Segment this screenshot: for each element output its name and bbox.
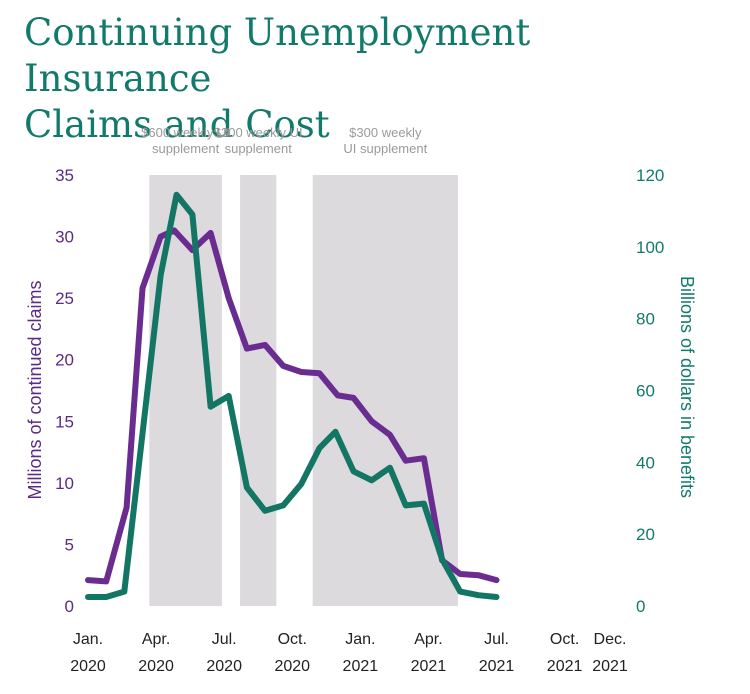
x-tick-label-month: Oct. <box>550 631 579 648</box>
y-tick-label-right: 80 <box>636 310 655 329</box>
x-tick-label-month: Dec. <box>594 631 627 648</box>
supplement-band-label: supplement <box>152 141 220 156</box>
y-tick-label-right: 20 <box>636 525 655 544</box>
supplement-band-label: $300 weekly UI <box>214 125 303 140</box>
x-tick-label-year: 2021 <box>547 658 583 675</box>
x-tick-label-year: 2020 <box>70 658 106 675</box>
y-tick-label-left: 15 <box>55 412 74 431</box>
y-tick-label-right: 120 <box>636 166 664 185</box>
x-tick-label-month: Jan. <box>345 631 375 648</box>
y-tick-label-left: 10 <box>55 474 74 493</box>
y-tick-label-right: 100 <box>636 238 664 257</box>
x-tick-label-month: Jul. <box>484 631 509 648</box>
y-tick-label-left: 25 <box>55 289 74 308</box>
y-axis-right-label: Billions of dollars in benefits <box>677 276 697 498</box>
y-axis-left-label: Millions of continued claims <box>25 280 45 499</box>
x-tick-label-month: Apr. <box>414 631 442 648</box>
x-tick-label-year: 2021 <box>592 658 628 675</box>
x-tick-label-month: Oct. <box>278 631 307 648</box>
x-tick-label-year: 2020 <box>206 658 242 675</box>
x-tick-label-year: 2021 <box>411 658 447 675</box>
y-tick-label-left: 0 <box>65 597 74 616</box>
y-tick-label-left: 20 <box>55 351 74 370</box>
supplement-band-label: supplement <box>225 141 293 156</box>
series-lines <box>85 191 500 600</box>
supplement-band-label: $300 weekly <box>349 125 422 140</box>
y-tick-label-right: 60 <box>636 382 655 401</box>
x-tick-label-year: 2020 <box>274 658 310 675</box>
y-tick-label-right: 40 <box>636 453 655 472</box>
chart-title-line-2: Claims and Cost <box>24 103 330 146</box>
x-tick-label-year: 2021 <box>479 658 515 675</box>
y-axis-left-ticks: 0 5 10 15 20 25 30 35 <box>55 166 74 616</box>
y-tick-label-left: 35 <box>55 166 74 185</box>
chart-title: Continuing Unemployment Insurance Claims… <box>24 10 724 148</box>
x-axis-ticks: Jan. 2020 Apr. 2020 Jul. 2020 Oct. 2020 Jan. 2021… <box>70 631 628 675</box>
x-tick-label-month: Jan. <box>73 631 103 648</box>
supplement-band <box>240 175 277 606</box>
x-tick-label-month: Jul. <box>212 631 237 648</box>
chart-title-line-1: Continuing Unemployment Insurance <box>24 11 531 100</box>
y-tick-label-left: 30 <box>55 228 74 247</box>
x-tick-label-month: Apr. <box>142 631 170 648</box>
supplement-band-label: UI supplement <box>343 141 427 156</box>
benefits-cost-line <box>85 191 500 600</box>
y-tick-label-left: 5 <box>65 535 74 554</box>
x-tick-label-year: 2020 <box>138 658 174 675</box>
y-axis-right-ticks: 0 20 40 60 80 100 120 <box>636 166 664 616</box>
x-tick-label-year: 2021 <box>343 658 379 675</box>
supplement-band-label: $600 weekly UI <box>141 125 230 140</box>
y-tick-label-right: 0 <box>636 597 645 616</box>
continued-claims-line <box>85 227 500 585</box>
